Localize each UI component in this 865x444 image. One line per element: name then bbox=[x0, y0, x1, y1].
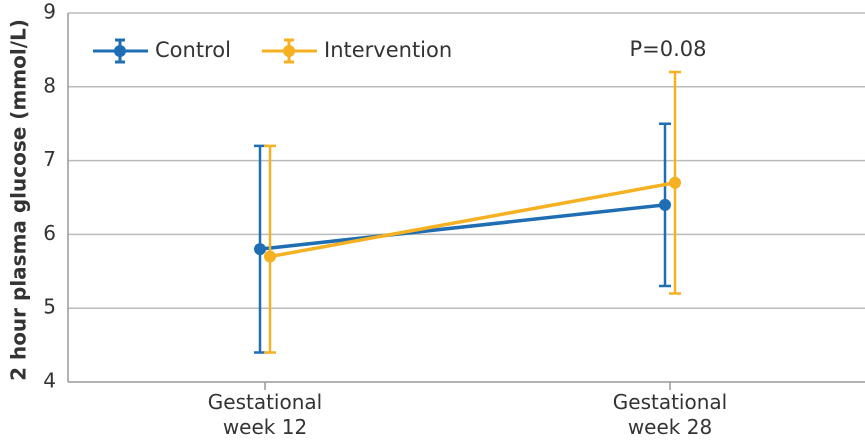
point bbox=[659, 198, 671, 211]
legend-label: Control bbox=[155, 38, 231, 62]
point bbox=[669, 176, 681, 189]
legend-label: Intervention bbox=[324, 38, 452, 62]
y-tick-label: 9 bbox=[43, 0, 56, 24]
x-tick-label: Gestational week 12 bbox=[207, 390, 323, 439]
y-tick-label: 8 bbox=[43, 73, 56, 97]
y-tick-label: 4 bbox=[43, 369, 56, 393]
series-line bbox=[259, 203, 666, 251]
error-bar bbox=[264, 144, 276, 354]
y-tick-label: 7 bbox=[43, 147, 56, 171]
point bbox=[264, 250, 276, 263]
y-tick-label: 6 bbox=[43, 221, 56, 245]
legend-dot bbox=[283, 45, 295, 57]
y-axis-label: 2 hour plasma glucose (mmol/L) bbox=[7, 19, 31, 381]
legend-dot bbox=[114, 45, 126, 57]
point bbox=[254, 243, 266, 256]
annotation: P=0.08 bbox=[629, 37, 706, 61]
x-tick-label: Gestational week 28 bbox=[612, 390, 728, 439]
y-tick-label: 5 bbox=[43, 295, 56, 319]
series-line bbox=[269, 181, 676, 259]
